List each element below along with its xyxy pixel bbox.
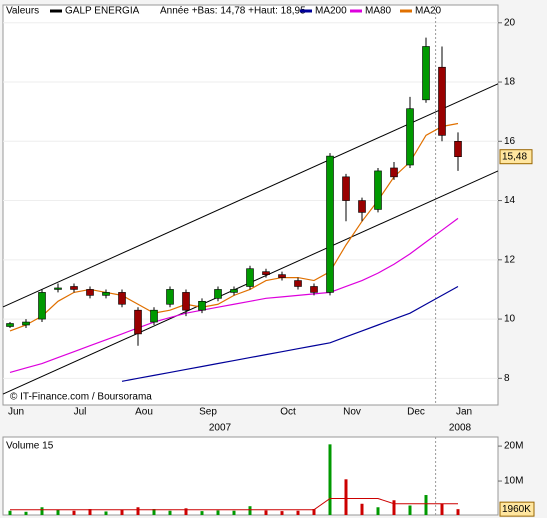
y-tick-label: 16 [504,136,516,147]
volume-bar [280,511,284,515]
candle-body [342,176,350,201]
candle-body [118,292,126,305]
candle-body [86,289,94,296]
candle-body [70,286,78,290]
candle-body [406,108,414,166]
y-tick-label: 18 [504,77,516,88]
volume-bar [136,507,140,515]
x-tick-label: Jul [74,407,87,418]
last-price-label: 15,48 [502,151,527,162]
volume-bar [248,506,252,515]
candle-body [422,46,430,101]
volume-bar [296,510,300,515]
last-volume-label: 1960K [502,504,531,515]
x-tick-label: Sep [199,407,217,418]
candle-body [294,280,302,287]
watermark: © IT-Finance.com / Boursorama [10,392,152,403]
volume-bar [168,510,172,515]
volume-bar [88,509,92,515]
candle-body [6,323,14,327]
ma-line [121,285,459,382]
candle-body [198,300,206,311]
candle-body [230,289,238,293]
y-tick-label: 20M [504,441,523,452]
last-price-box [499,149,533,165]
header: Valeurs [6,6,39,17]
volume-bar [24,511,28,515]
volume-bar [408,505,412,515]
candle-body [454,140,462,158]
volume-bar [40,507,44,515]
x-tick-label: Jun [8,407,24,418]
candle-body [390,167,398,178]
volume-bar [424,495,428,515]
x-tick-label: Jan [456,407,472,418]
volume-bar [376,507,380,515]
y-tick-label: 20 [504,17,516,28]
volume-bar [360,503,364,515]
year-label: 2008 [449,423,472,434]
last-volume-box [499,501,535,517]
volume-bar [456,509,460,515]
volume-bar [200,511,204,515]
volume-bar [328,444,332,515]
candle-body [374,170,382,210]
candle-body [22,321,30,326]
x-tick-label: Oct [280,407,296,418]
y-tick-label: 8 [504,373,510,384]
volume-bar [312,509,316,515]
legend-label: MA80 [365,6,392,17]
volume-bar [184,508,188,515]
candle-body [54,287,62,290]
candle-body [214,289,222,299]
legend-label: GALP ENERGIA [65,6,140,17]
candle-body [246,268,254,287]
ma-line [9,217,459,373]
year-label: 2007 [209,423,232,434]
candle-body [310,286,318,293]
volume-panel [2,436,499,516]
volume-bar [264,510,268,515]
volume-bar [120,509,124,515]
candle-body [438,66,446,136]
candle-body [278,274,286,278]
trendline [2,83,499,308]
volume-ma [10,498,458,511]
volume-bar [216,510,220,515]
price-panel [2,4,499,406]
header-note: Année +Bas: 14,78 +Haut: 18,95 [160,6,306,17]
candle-body [326,155,334,293]
y-tick-label: 14 [504,195,516,206]
y-tick-label: 12 [504,254,516,265]
candle-body [262,271,270,275]
volume-title: Volume 15 [6,441,54,452]
x-tick-label: Aou [135,407,153,418]
y-tick-label: 10M [504,476,523,487]
candle-body [358,200,366,213]
volume-bar [344,479,348,515]
volume-bar [232,510,236,515]
volume-bar [56,509,60,515]
candle-body [102,292,110,296]
volume-bar [8,510,12,515]
x-tick-label: Dec [407,407,425,418]
legend-label: MA200 [315,6,347,17]
legend-label: MA20 [415,6,442,17]
volume-bar [440,503,444,515]
volume-bar [392,500,396,515]
volume-bar [104,511,108,515]
candle-body [134,309,142,335]
candle-body [150,309,158,323]
candle-body [38,292,46,320]
y-tick-label: 10 [504,314,516,325]
volume-bar [72,510,76,515]
x-tick-label: Nov [343,407,361,418]
candle-body [166,289,174,305]
candle-body [182,292,190,311]
volume-bar [152,509,156,515]
